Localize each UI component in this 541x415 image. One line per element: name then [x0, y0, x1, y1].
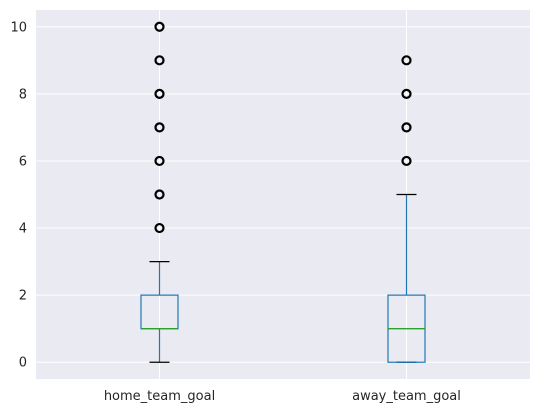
outlier-point — [401, 155, 412, 167]
y-tick-label: 4 — [19, 222, 27, 237]
y-tick-label: 8 — [19, 87, 27, 102]
outlier-point — [401, 122, 412, 133]
outlier-point — [401, 55, 412, 66]
y-tick-labels: 0 2 4 6 8 10 — [10, 20, 27, 370]
outlier-point — [154, 55, 165, 66]
boxes — [140, 21, 426, 363]
x-tick-label: away_team_goal — [352, 389, 461, 404]
outlier-point — [154, 88, 165, 99]
x-tick-labels: home_team_goal away_team_goal — [104, 389, 461, 404]
box-group — [387, 55, 426, 363]
grid — [36, 10, 530, 379]
outlier-point — [154, 222, 165, 234]
outlier-point — [154, 155, 165, 167]
y-tick-label: 2 — [19, 289, 27, 304]
y-tick-label: 10 — [10, 20, 27, 35]
outlier-point — [401, 88, 412, 99]
x-tick-label: home_team_goal — [104, 389, 215, 404]
y-tick-label: 0 — [19, 356, 27, 371]
outlier-point — [154, 189, 165, 200]
outlier-point — [154, 21, 165, 32]
y-tick-label: 6 — [19, 154, 27, 169]
outlier-point — [154, 122, 165, 133]
plot-background — [36, 10, 530, 379]
box-group — [140, 21, 179, 363]
